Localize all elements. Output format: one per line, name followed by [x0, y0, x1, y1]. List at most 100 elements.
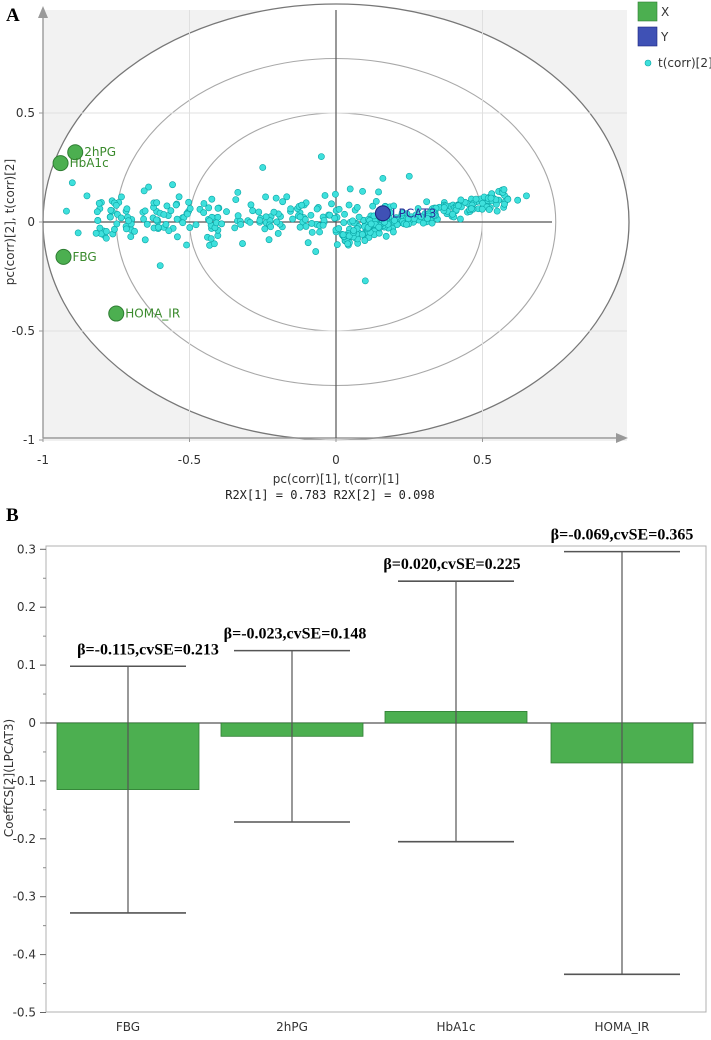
- score-point: [339, 231, 347, 239]
- score-point: [259, 164, 267, 171]
- x-variable-point-fbg: [55, 248, 72, 265]
- score-point: [125, 217, 132, 225]
- panel-b-y-axis-label: CoeffCS[2](LPCAT3): [2, 719, 16, 837]
- score-point: [414, 205, 422, 212]
- score-point: [173, 233, 181, 241]
- legend-x-label: X: [661, 5, 669, 19]
- score-point: [523, 192, 530, 200]
- score-point: [185, 198, 193, 206]
- score-point: [162, 221, 170, 228]
- score-point: [74, 229, 82, 237]
- score-point: [183, 241, 190, 249]
- score-point: [140, 215, 147, 223]
- score-point: [223, 208, 230, 216]
- x-variable-label-homa_ir: HOMA_IR: [125, 307, 180, 321]
- beta-annotations: β=-0.115,cvSE=0.213 β=-0.023,cvSE=0.148 β=…: [77, 527, 693, 659]
- y-tick-label: -0.1: [13, 774, 36, 788]
- score-point: [140, 187, 148, 195]
- score-point: [234, 188, 242, 196]
- score-point: [349, 217, 357, 225]
- score-point: [361, 277, 369, 285]
- score-point: [131, 227, 138, 235]
- score-point: [501, 200, 508, 208]
- score-point: [353, 203, 361, 211]
- x-variable-label-2hpg: 2hPG: [84, 145, 116, 159]
- score-point: [312, 248, 320, 255]
- score-point: [208, 195, 216, 203]
- score-point: [154, 223, 162, 231]
- score-point: [307, 211, 315, 219]
- category-labels: FBG 2hPG HbA1c HOMA_IR: [116, 1020, 650, 1034]
- score-point: [207, 235, 215, 243]
- x-axis-arrow: [616, 433, 628, 443]
- score-point: [173, 215, 181, 223]
- score-point: [143, 220, 151, 228]
- score-point: [83, 192, 91, 200]
- score-point: [350, 227, 358, 234]
- score-point: [102, 228, 110, 235]
- score-point: [247, 201, 255, 209]
- score-point: [423, 198, 431, 206]
- score-point: [346, 185, 354, 193]
- score-point: [500, 186, 508, 193]
- score-point: [308, 228, 316, 236]
- score-point: [335, 225, 343, 232]
- category-label-2hpg: 2hPG: [276, 1020, 308, 1034]
- score-point: [308, 220, 316, 227]
- score-point: [335, 205, 343, 213]
- score-point: [237, 221, 245, 228]
- score-point: [218, 220, 226, 228]
- score-point: [289, 215, 296, 223]
- y-variable-points: LPCAT3: [374, 205, 436, 222]
- score-point: [485, 206, 493, 213]
- x-variable-label-hba1c: HbA1c: [70, 156, 109, 170]
- score-point: [358, 231, 366, 238]
- score-point: [169, 181, 176, 189]
- score-point: [440, 204, 448, 211]
- score-point: [345, 201, 353, 209]
- beta-annotation-homa_ir: β=-0.069,cvSE=0.365: [551, 527, 694, 544]
- score-point: [389, 228, 397, 236]
- score-point: [298, 201, 306, 209]
- y-tick-label: 0: [27, 215, 35, 229]
- score-point: [391, 217, 398, 224]
- score-point: [214, 213, 222, 221]
- y-variable-point-lpcat3: [374, 205, 391, 222]
- score-point: [145, 183, 152, 191]
- legend-y-label: Y: [660, 30, 669, 44]
- score-point: [319, 221, 327, 229]
- score-point: [165, 227, 173, 235]
- score-point: [467, 205, 475, 213]
- score-point: [93, 208, 101, 216]
- panel-a-grid: [42, 10, 627, 441]
- score-point: [106, 213, 114, 221]
- score-point: [92, 229, 100, 237]
- y-tick-label: 0.2: [17, 600, 36, 614]
- x-tick-label: 0: [332, 453, 340, 467]
- score-point: [261, 225, 269, 233]
- score-point: [296, 213, 304, 221]
- score-point: [273, 218, 281, 226]
- y-tick-label: -0.5: [12, 324, 35, 338]
- score-point: [487, 194, 495, 202]
- score-point: [234, 212, 242, 220]
- y-tick-label: -0.3: [13, 890, 36, 904]
- score-point: [341, 210, 348, 218]
- y-tick-label: 0: [28, 716, 36, 730]
- score-point: [301, 216, 309, 223]
- beta-annotation-fbg: β=-0.115,cvSE=0.213: [77, 641, 219, 658]
- panel-a-legend: XYt(corr)[2]: [637, 1, 711, 70]
- score-point: [379, 174, 387, 182]
- score-point: [127, 233, 135, 241]
- score-point: [405, 172, 413, 180]
- category-label-homa_ir: HOMA_IR: [595, 1020, 650, 1034]
- score-point: [403, 221, 410, 228]
- score-point: [304, 239, 312, 247]
- score-point: [372, 197, 380, 205]
- score-point: [95, 199, 103, 207]
- score-point: [504, 195, 512, 203]
- score-point: [167, 207, 175, 215]
- score-point: [231, 224, 239, 232]
- score-point: [331, 214, 339, 222]
